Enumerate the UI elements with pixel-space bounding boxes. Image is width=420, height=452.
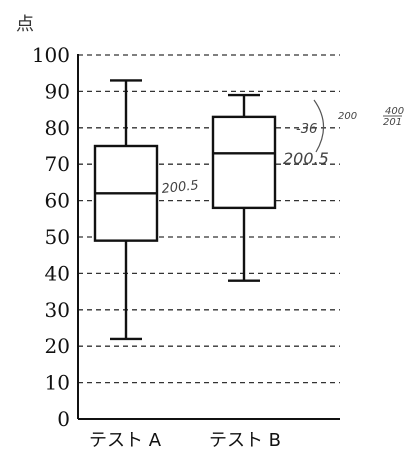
iqr-box xyxy=(211,115,277,210)
axes xyxy=(77,54,340,420)
y-tick-labels: 0 10 20 30 40 50 60 70 80 90 100 xyxy=(32,43,70,431)
box-a xyxy=(93,79,159,341)
category-label-a: テスト A xyxy=(89,430,162,451)
category-labels: テスト A テスト B xyxy=(89,430,281,451)
note-bracket xyxy=(313,99,325,153)
y-tick-label-20: 20 xyxy=(45,334,70,358)
gridlines xyxy=(78,54,340,384)
y-tick-label-80: 80 xyxy=(45,116,70,140)
note-b-q3: -36 xyxy=(296,122,317,137)
y-tick-label-0: 0 xyxy=(57,407,70,431)
boxes xyxy=(93,79,277,341)
y-tick-label-50: 50 xyxy=(45,225,70,249)
y-tick-label-10: 10 xyxy=(45,371,70,395)
category-label-b: テスト B xyxy=(209,430,281,451)
y-tick-label-40: 40 xyxy=(45,261,70,285)
y-tick-label-70: 70 xyxy=(45,152,70,176)
y-tick-label-60: 60 xyxy=(45,189,70,213)
note-a-median: 200.5 xyxy=(161,178,200,197)
y-tick-label-90: 90 xyxy=(45,79,70,103)
box-b xyxy=(211,93,277,282)
note-201: 201 xyxy=(383,117,402,128)
handwritten-notes: 200.5 -36 200.5 200 400 201 xyxy=(161,99,404,197)
y-tick-label-30: 30 xyxy=(45,298,70,322)
y-axis-label: 点 xyxy=(16,14,34,35)
note-b-median: 200.5 xyxy=(283,149,329,168)
note-200: 200 xyxy=(338,111,357,122)
note-400: 400 xyxy=(385,106,404,117)
y-tick-label-100: 100 xyxy=(32,43,70,67)
